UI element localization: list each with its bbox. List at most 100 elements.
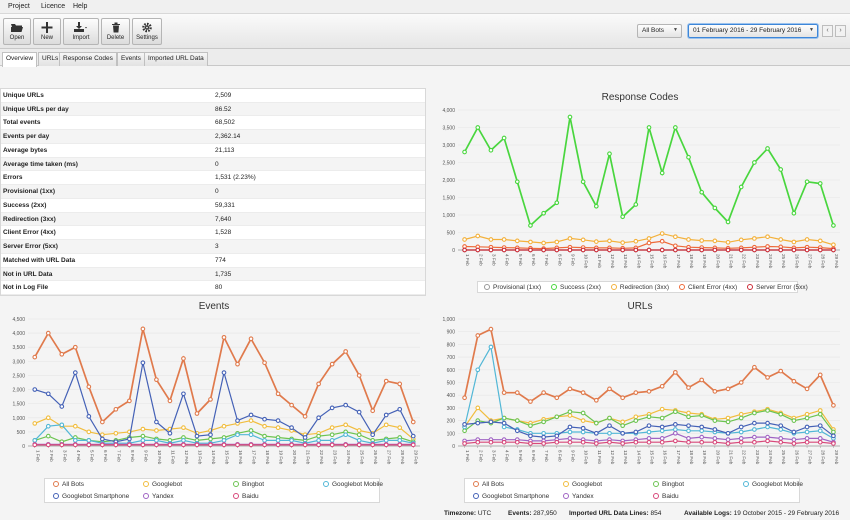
- data-point: [659, 436, 665, 441]
- data-point: [528, 239, 533, 245]
- data-point: [45, 423, 51, 429]
- legend-label: Yandex: [152, 493, 174, 500]
- x-tick-label: 17 Feb: [676, 254, 681, 269]
- data-point: [607, 423, 612, 429]
- new-button[interactable]: New: [33, 18, 61, 45]
- stats-label: Redirection (3xx): [3, 215, 56, 223]
- legend-marker: [53, 493, 59, 499]
- data-point: [302, 442, 308, 448]
- available-logs-value: 19 October 2015 - 29 February 2016: [733, 510, 840, 517]
- legend-item: Googlebot: [563, 481, 602, 488]
- data-point: [554, 200, 560, 206]
- data-point: [397, 442, 403, 448]
- data-point: [99, 419, 105, 425]
- data-point: [620, 214, 626, 220]
- legend-marker: [743, 481, 749, 487]
- tab-response-codes[interactable]: Response Codes: [59, 52, 117, 66]
- x-tick-label: 26 Feb: [794, 450, 799, 465]
- date-range-dropdown[interactable]: 01 February 2016 - 29 February 2016 ▼: [688, 24, 818, 38]
- x-tick-label: 8 Feb: [557, 450, 562, 462]
- data-point: [329, 432, 335, 438]
- x-tick-label: 6 Feb: [531, 254, 536, 266]
- tab-imported-url-data[interactable]: Imported URL Data: [144, 52, 208, 66]
- data-point: [791, 239, 797, 245]
- legend-marker: [323, 481, 329, 487]
- data-point: [488, 247, 494, 253]
- bot-filter-dropdown[interactable]: All Bots ▼: [637, 24, 682, 38]
- y-tick-label: 2,000: [442, 178, 455, 184]
- legend-item: Bingbot: [233, 481, 264, 488]
- data-point: [356, 428, 362, 433]
- data-point: [181, 425, 186, 431]
- data-point: [140, 360, 146, 366]
- data-point: [356, 373, 362, 378]
- data-point: [99, 436, 105, 442]
- status-bar: Timezone: UTC Events: 287,950 Imported U…: [436, 507, 850, 520]
- legend-label: Baidu: [242, 493, 259, 500]
- stats-value: 774: [215, 256, 226, 264]
- data-point: [127, 398, 132, 404]
- data-point: [167, 442, 173, 448]
- data-point: [86, 384, 92, 390]
- x-tick-label: 1 Feb: [465, 254, 470, 266]
- delete-button[interactable]: Delete: [101, 18, 130, 45]
- x-tick-label: 9 Feb: [570, 450, 575, 462]
- x-tick-label: 3 Feb: [491, 450, 496, 462]
- overview-stats-table: Unique URLs 2,509 Unique URLs per day 86.52…: [0, 88, 426, 296]
- legend-label: All Bots: [482, 481, 505, 488]
- legend-label: Googlebot Mobile: [332, 481, 383, 488]
- menu-project[interactable]: Project: [8, 3, 30, 10]
- data-point: [329, 425, 335, 431]
- imported-lines-status: Imported URL Data Lines: 854: [569, 510, 661, 517]
- x-tick-label: 14 Feb: [636, 450, 641, 465]
- legend-item: Server Error (5xx): [747, 284, 808, 291]
- data-point: [791, 429, 797, 435]
- data-point: [343, 349, 349, 354]
- data-point: [410, 419, 416, 425]
- data-point: [475, 405, 481, 411]
- data-point: [235, 361, 240, 367]
- data-point: [686, 237, 691, 242]
- data-point: [567, 386, 573, 392]
- legend-marker: [563, 493, 569, 499]
- data-point: [738, 429, 744, 435]
- stats-value: 2,509: [215, 92, 232, 99]
- data-point: [356, 442, 362, 448]
- x-tick-label: 23 Feb: [755, 254, 760, 269]
- import-button[interactable]: Import: [63, 18, 99, 45]
- menu-help[interactable]: Help: [73, 3, 88, 10]
- date-prev-button[interactable]: ‹: [822, 25, 833, 37]
- data-point: [32, 387, 38, 392]
- tab-overview[interactable]: Overview: [2, 52, 38, 67]
- data-point: [208, 432, 213, 438]
- bot-filter-value: All Bots: [642, 27, 665, 34]
- menu-licence[interactable]: Licence: [41, 3, 66, 10]
- stats-row: Redirection (3xx) 7,640: [1, 212, 425, 227]
- data-point: [686, 410, 691, 416]
- data-point: [686, 423, 691, 429]
- data-point: [831, 433, 836, 439]
- data-point: [659, 247, 665, 253]
- legend-marker: [473, 481, 479, 487]
- settings-label: Settings: [136, 35, 158, 41]
- x-tick-label: 26 Feb: [794, 254, 799, 269]
- data-point: [208, 436, 213, 442]
- response-codes-legend: Provisional (1xx) Success (2xx) Redirectio…: [477, 281, 808, 293]
- data-point: [686, 385, 691, 390]
- data-point: [567, 439, 573, 445]
- settings-button[interactable]: Settings: [132, 18, 162, 45]
- delete-label: Delete: [106, 35, 125, 41]
- y-tick-label: 400: [447, 393, 456, 399]
- data-point: [541, 240, 546, 246]
- x-tick-label: 1 Feb: [35, 450, 40, 462]
- data-point: [646, 240, 652, 246]
- y-tick-label: 1,500: [12, 402, 25, 408]
- open-button[interactable]: Open: [3, 18, 31, 45]
- data-point: [804, 237, 810, 242]
- y-tick-label: 0: [452, 444, 455, 450]
- date-next-button[interactable]: ›: [835, 25, 846, 37]
- data-point: [140, 438, 146, 443]
- tab-events[interactable]: Events: [117, 52, 145, 66]
- data-point: [383, 438, 389, 443]
- data-point: [194, 433, 200, 439]
